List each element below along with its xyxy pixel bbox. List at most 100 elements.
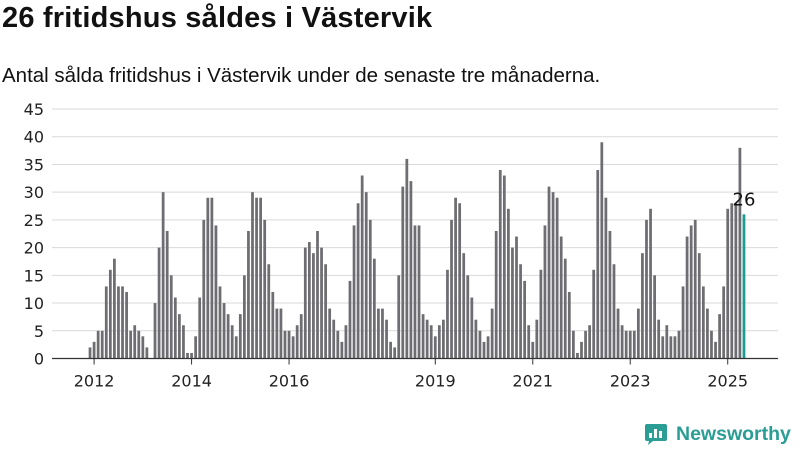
bar — [689, 225, 693, 359]
bar — [263, 219, 267, 359]
x-tick-label: 2014 — [171, 372, 212, 391]
y-tick-label: 5 — [34, 322, 44, 341]
bar — [389, 341, 392, 359]
bar — [356, 203, 360, 359]
bar — [129, 330, 133, 359]
bar — [653, 275, 656, 359]
bar — [307, 242, 311, 359]
bar — [535, 319, 539, 359]
bar — [125, 291, 128, 359]
bar — [734, 203, 738, 359]
x-tick-label: 2012 — [74, 372, 115, 391]
bar — [324, 264, 327, 359]
gridlines — [52, 108, 778, 332]
bar — [214, 225, 218, 359]
bar — [385, 319, 388, 359]
bar — [543, 225, 547, 359]
bar — [649, 208, 652, 359]
y-tick-label: 30 — [24, 183, 44, 202]
bar — [425, 319, 429, 359]
bar — [275, 308, 279, 359]
bar — [381, 308, 384, 359]
bar — [673, 336, 677, 359]
bar — [222, 303, 226, 359]
bar — [701, 286, 705, 359]
bar — [458, 203, 462, 359]
bar — [665, 325, 669, 359]
bar — [507, 208, 510, 359]
bar — [332, 319, 336, 359]
bar — [108, 269, 112, 359]
bar — [190, 352, 193, 359]
bar — [100, 330, 104, 359]
bar — [117, 286, 120, 359]
bar — [173, 297, 177, 359]
y-tick-label: 35 — [24, 155, 44, 174]
bar — [328, 308, 332, 359]
bar — [466, 275, 470, 359]
bar — [104, 286, 108, 359]
bar — [133, 325, 137, 359]
bar — [636, 308, 640, 359]
bar — [360, 175, 364, 359]
bar — [454, 197, 457, 359]
bar — [442, 319, 445, 359]
bar — [714, 341, 717, 359]
bar — [710, 330, 713, 359]
bar — [738, 147, 742, 359]
bar — [344, 325, 348, 359]
bar — [210, 197, 214, 359]
bar — [572, 330, 575, 359]
bar — [551, 192, 555, 359]
bar — [726, 208, 730, 359]
bar — [722, 286, 726, 359]
bar — [718, 314, 721, 359]
bar — [608, 230, 612, 359]
bar — [413, 225, 417, 359]
y-tick-label: 20 — [24, 239, 44, 258]
bar — [186, 352, 189, 359]
bar — [437, 325, 441, 359]
newsworthy-logo-icon — [645, 424, 667, 445]
bar — [145, 347, 149, 359]
bar — [165, 230, 169, 359]
bar — [681, 286, 685, 359]
bar — [372, 258, 376, 359]
bar — [153, 303, 157, 359]
bar — [88, 347, 92, 359]
bar — [604, 197, 608, 359]
newsworthy-logo-text: Newsworthy — [676, 422, 791, 445]
bar — [178, 314, 181, 359]
bar — [555, 197, 559, 359]
chart-title: 26 fritidshus såldes i Västervik — [2, 2, 433, 34]
bar — [539, 269, 543, 359]
bar — [588, 325, 591, 359]
x-tick-label: 2021 — [512, 372, 553, 391]
bar — [198, 297, 202, 359]
bar — [515, 236, 518, 359]
bar — [697, 253, 701, 359]
bar — [421, 314, 425, 359]
chart-subtitle: Antal sålda fritidshus i Västervik under… — [2, 64, 601, 87]
bar — [612, 264, 616, 359]
bar — [234, 336, 238, 359]
bar — [336, 330, 340, 359]
y-tick-label: 0 — [34, 350, 44, 369]
bar — [226, 314, 230, 359]
bar — [498, 169, 502, 359]
bar — [340, 341, 344, 359]
y-tick-label: 25 — [24, 211, 44, 230]
y-tick-label: 15 — [24, 266, 44, 285]
bar — [584, 330, 587, 359]
y-axis-ticks: 0 5 10 15 20 25 30 35 40 45 — [24, 100, 44, 369]
bar — [462, 253, 466, 359]
bar — [669, 336, 673, 359]
bar — [169, 275, 173, 359]
bar — [677, 330, 681, 359]
bar — [92, 341, 96, 359]
bar — [405, 158, 409, 359]
bar — [620, 325, 624, 359]
bar — [576, 352, 579, 359]
bar — [628, 330, 632, 359]
bar — [312, 253, 315, 359]
